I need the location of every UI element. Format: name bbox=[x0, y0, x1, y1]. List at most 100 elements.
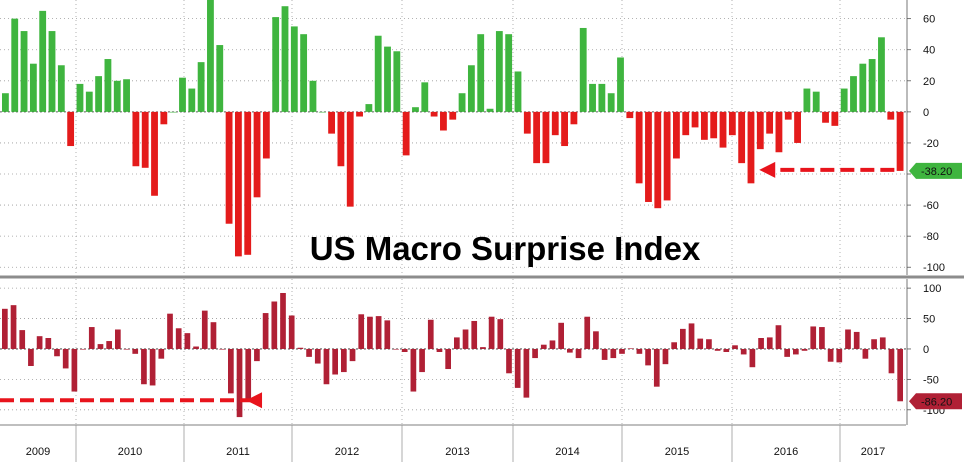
bottom-y-tick-label: 0 bbox=[923, 344, 929, 356]
bottom-bar bbox=[645, 348, 651, 366]
top-bar bbox=[207, 0, 214, 112]
bottom-bar bbox=[775, 325, 782, 349]
top-bar bbox=[654, 111, 662, 209]
top-bar bbox=[477, 34, 485, 112]
bottom-bar bbox=[419, 348, 425, 373]
top-bar bbox=[262, 111, 270, 159]
bottom-bar bbox=[210, 322, 217, 349]
top-bar bbox=[738, 111, 746, 164]
top-bar bbox=[2, 93, 9, 112]
bottom-bar bbox=[115, 329, 121, 349]
bottom-bar bbox=[10, 305, 17, 349]
top-bar bbox=[533, 111, 541, 164]
top-bar bbox=[710, 111, 718, 139]
bottom-bar bbox=[549, 340, 556, 349]
bottom-bar bbox=[740, 348, 747, 355]
top-bar bbox=[309, 80, 317, 112]
x-tick-label: 2009 bbox=[26, 446, 50, 458]
top-bar bbox=[440, 111, 447, 131]
bottom-bar bbox=[653, 348, 660, 387]
top-bar bbox=[486, 108, 494, 112]
bottom-bar bbox=[732, 345, 738, 349]
bottom-bar bbox=[862, 348, 869, 359]
bottom-bar bbox=[245, 348, 252, 399]
top-bar bbox=[216, 45, 224, 112]
top-bar bbox=[48, 31, 56, 112]
bottom-y-tick-label: 100 bbox=[923, 283, 941, 295]
bottom-bar bbox=[288, 315, 295, 349]
bottom-bar bbox=[714, 348, 721, 351]
x-tick-label: 2016 bbox=[774, 446, 798, 458]
top-bar bbox=[337, 111, 345, 167]
bottom-bar bbox=[497, 319, 504, 349]
bottom-bar bbox=[384, 320, 391, 349]
bottom-bar bbox=[62, 348, 69, 369]
bottom-bar bbox=[897, 348, 903, 402]
top-last-value-callout: -38.20 bbox=[909, 162, 962, 179]
top-bar bbox=[831, 111, 839, 126]
top-bars bbox=[2, 0, 904, 257]
top-bar bbox=[542, 111, 550, 164]
bottom-bar bbox=[801, 348, 808, 351]
top-bar bbox=[104, 59, 112, 112]
bottom-bar bbox=[254, 348, 260, 362]
bottom-bar bbox=[175, 328, 182, 349]
bottom-bar bbox=[593, 331, 599, 349]
x-tick-label: 2013 bbox=[445, 446, 469, 458]
top-bar bbox=[449, 111, 457, 120]
x-tick-label: 2012 bbox=[335, 446, 359, 458]
top-bar bbox=[365, 104, 373, 112]
bottom-bar bbox=[819, 327, 825, 349]
top-bar bbox=[850, 76, 857, 112]
bottom-bar bbox=[610, 348, 617, 359]
top-bar bbox=[20, 31, 28, 112]
bottom-bar bbox=[132, 348, 139, 354]
top-y-tick-label: 40 bbox=[923, 45, 935, 57]
x-tick-label: 2017 bbox=[861, 446, 885, 458]
top-bar bbox=[495, 31, 503, 112]
top-bar bbox=[179, 77, 186, 112]
top-y-tick-label: -60 bbox=[923, 200, 939, 212]
top-bar bbox=[859, 63, 867, 112]
top-bar bbox=[244, 111, 252, 255]
bottom-bar bbox=[393, 348, 399, 350]
top-bar bbox=[76, 83, 84, 112]
bottom-bar bbox=[141, 348, 147, 385]
top-bar bbox=[579, 27, 587, 112]
top-y-tick-label: 20 bbox=[923, 76, 935, 88]
bottom-bar bbox=[80, 348, 86, 350]
top-bar bbox=[188, 88, 196, 112]
bottom-bar bbox=[879, 337, 886, 349]
top-bar bbox=[328, 111, 336, 134]
bottom-bar bbox=[401, 348, 408, 352]
top-bar bbox=[197, 62, 205, 112]
top-y-tick-label: 60 bbox=[923, 14, 935, 26]
bottom-bar bbox=[749, 348, 756, 368]
top-last-value-label: -38.20 bbox=[921, 166, 952, 178]
bottom-bar bbox=[836, 348, 843, 363]
bottom-bar bbox=[845, 329, 851, 349]
bottom-bar bbox=[584, 316, 591, 349]
bottom-bar bbox=[523, 348, 530, 398]
bottom-bar bbox=[71, 348, 78, 392]
bottom-last-value-label: -86.20 bbox=[921, 396, 952, 408]
top-y-tick-label: -100 bbox=[923, 262, 945, 274]
bottom-bar bbox=[445, 348, 451, 370]
top-bar bbox=[253, 111, 261, 198]
top-bar bbox=[887, 111, 895, 120]
bottom-bar bbox=[636, 348, 643, 354]
top-bar bbox=[803, 88, 811, 112]
x-tick-label: 2010 bbox=[118, 446, 142, 458]
bottom-bar bbox=[306, 348, 312, 357]
top-y-tick-label: 0 bbox=[923, 107, 929, 119]
top-bar bbox=[794, 111, 801, 143]
top-bar bbox=[700, 111, 708, 140]
top-bar bbox=[29, 63, 37, 112]
top-bar bbox=[840, 88, 848, 112]
bottom-bar bbox=[88, 327, 95, 349]
bottom-bar bbox=[219, 348, 225, 350]
bottom-bar bbox=[149, 348, 156, 386]
bottom-bar bbox=[784, 348, 790, 357]
bottom-bar bbox=[271, 301, 278, 349]
